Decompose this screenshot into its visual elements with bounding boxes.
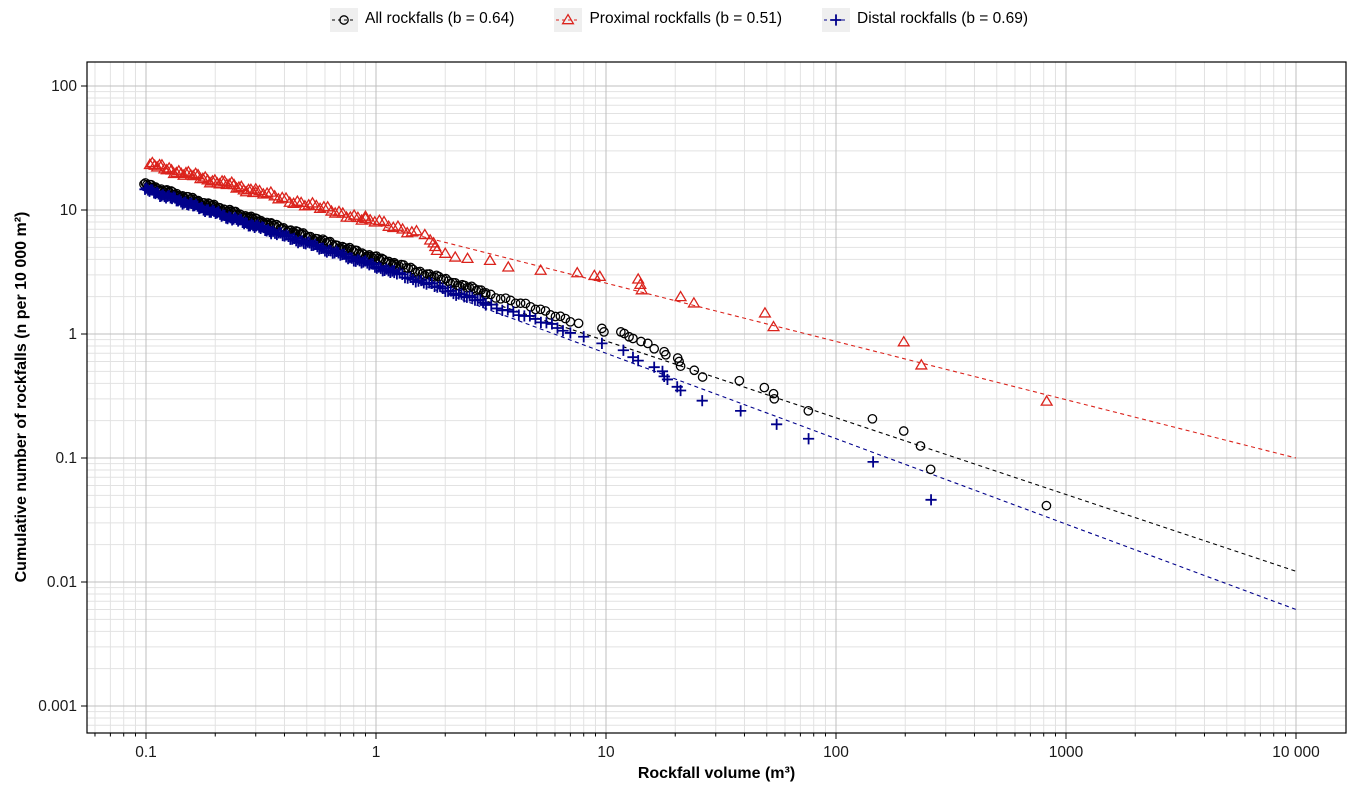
- y-tick-label: 0.01: [47, 574, 77, 591]
- x-tick-label: 10: [597, 744, 615, 761]
- x-tick-label: 1: [372, 744, 381, 761]
- gridlines-major: [87, 62, 1346, 733]
- x-tick-label: 100: [823, 744, 849, 761]
- gridlines-minor: [87, 62, 1346, 733]
- y-tick-label: 10: [60, 202, 78, 219]
- fit-lines: [145, 166, 1297, 611]
- y-tick-labels: 100 10 1 0.1 0.01 0.001: [38, 78, 77, 715]
- y-tick-label: 0.1: [55, 450, 77, 467]
- y-tick-label: 0.001: [38, 698, 77, 715]
- y-tick-label: 1: [68, 326, 77, 343]
- y-tick-label: 100: [51, 78, 77, 95]
- triangle-marker-icon: [554, 6, 583, 32]
- circle-marker-icon: [330, 6, 358, 32]
- legend-item-all-rockfalls: All rockfalls (b = 0.64): [330, 6, 514, 32]
- legend: All rockfalls (b = 0.64) Proximal rockfa…: [0, 5, 1358, 33]
- x-tick-labels: 0.1 1 10 100 1000 10 000: [135, 744, 1320, 761]
- axis-ticks: [81, 85, 1297, 739]
- x-axis-title: Rockfall volume (m³): [637, 765, 796, 782]
- legend-label-all-rockfalls: All rockfalls (b = 0.64): [365, 10, 515, 27]
- y-axis-title: Cumulative number of rockfalls (n per 10…: [13, 211, 30, 583]
- panel-border: [86, 61, 1347, 734]
- legend-item-proximal-rockfalls: Proximal rockfalls (b = 0.51): [554, 6, 782, 32]
- x-tick-label: 10 000: [1272, 744, 1320, 761]
- legend-label-proximal-rockfalls: Proximal rockfalls (b = 0.51): [589, 10, 782, 27]
- legend-label-distal-rockfalls: Distal rockfalls (b = 0.69): [857, 10, 1028, 27]
- plus-marker-icon: [822, 6, 850, 32]
- legend-item-distal-rockfalls: Distal rockfalls (b = 0.69): [822, 6, 1028, 32]
- series-distal-rockfalls: [139, 182, 937, 506]
- x-tick-label: 0.1: [135, 744, 157, 761]
- series-proximal-rockfalls: [143, 156, 1054, 406]
- x-tick-label: 1000: [1049, 744, 1084, 761]
